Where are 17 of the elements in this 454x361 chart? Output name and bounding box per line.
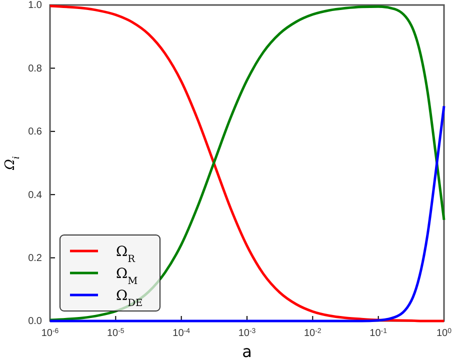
y-tick-label: 0.8 xyxy=(28,63,42,74)
x-axis-title: a xyxy=(242,342,252,361)
x-tick-label: 10$^{-4}$ xyxy=(172,328,190,340)
x-tick-label: 10$^{-3}$ xyxy=(238,328,256,340)
y-tick-label: 0.4 xyxy=(28,190,42,201)
y-tick-label: 0.0 xyxy=(28,316,42,328)
legend-label: Ω$_{DE}$ xyxy=(116,288,143,308)
x-tick-label: 10$^{-2}$ xyxy=(304,328,322,340)
legend-label: Ω$_{M}$ xyxy=(116,266,138,286)
x-tick-label: 10$^{0}$ xyxy=(436,328,452,340)
x-tick-label: 10$^{-5}$ xyxy=(106,328,124,340)
x-tick-label: 10$^{-6}$ xyxy=(41,328,59,340)
y-tick-label: 0.2 xyxy=(28,253,42,264)
legend-label: Ω$_{R}$ xyxy=(116,244,136,264)
y-tick-label: 1.0 xyxy=(28,0,42,12)
y-tick-label: 0.6 xyxy=(28,126,42,138)
x-tick-label: 10$^{-1}$ xyxy=(370,328,388,340)
